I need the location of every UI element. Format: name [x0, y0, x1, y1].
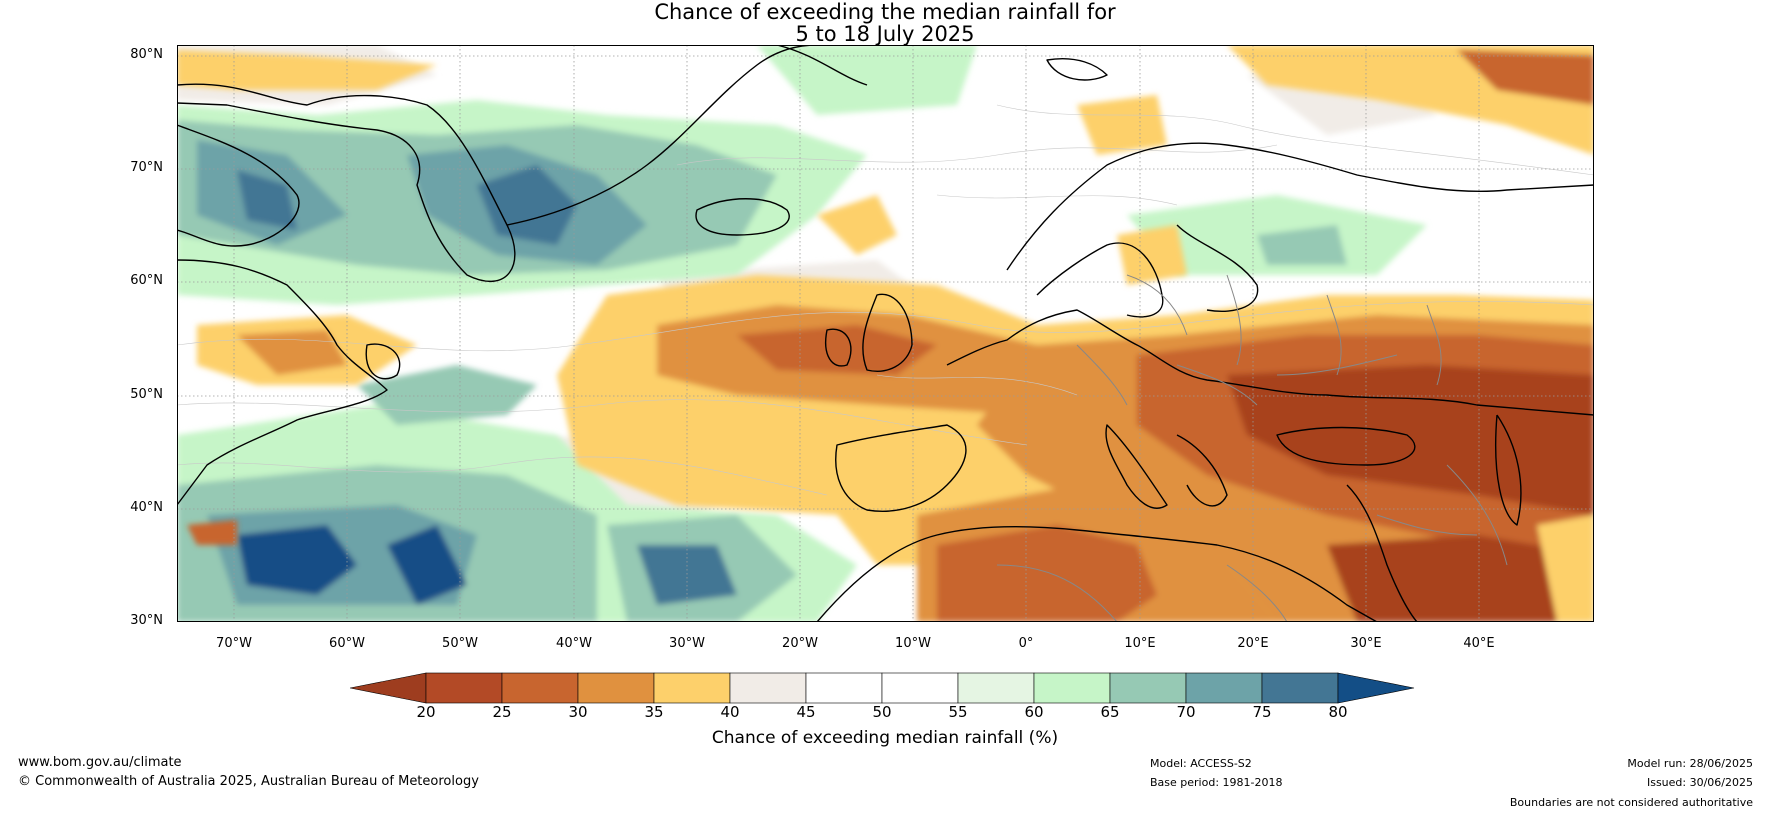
- lat-label-40n: 40°N: [130, 500, 163, 515]
- lon-label-30e: 30°E: [1350, 636, 1382, 651]
- colorbar: [350, 672, 1415, 704]
- baltic: [1176, 224, 1259, 312]
- colorbar-tick-label: 80: [1328, 703, 1348, 721]
- colorbar-tick-label: 70: [1176, 703, 1196, 721]
- lon-label-40e: 40°E: [1463, 636, 1495, 651]
- footer-disclaimer: Boundaries are not considered authoritat…: [1509, 796, 1753, 809]
- colorbar-segment: [1185, 672, 1263, 704]
- colorbar-segment: [957, 672, 1035, 704]
- lon-label-20w: 20°W: [782, 636, 818, 651]
- colorbar-segment: [1109, 672, 1187, 704]
- colorbar-segment: [805, 672, 883, 704]
- caspian: [1495, 414, 1522, 526]
- levant: [1346, 484, 1418, 622]
- colorbar-segment: [881, 672, 959, 704]
- colorbar-tick-label: 65: [1100, 703, 1120, 721]
- lon-label-10w: 10°W: [895, 636, 931, 651]
- balkans-greece: [1176, 434, 1228, 507]
- map-title-line1: Chance of exceeding the median rainfall …: [654, 0, 1116, 24]
- lon-label-10e: 10°E: [1124, 636, 1156, 651]
- newfoundland: [365, 343, 401, 380]
- colorbar-tick-label: 45: [796, 703, 816, 721]
- colorbar-tick-label: 75: [1252, 703, 1272, 721]
- north-africa: [816, 526, 1378, 622]
- country-borders: [996, 274, 1508, 622]
- footer-issued: Issued: 30/06/2025: [1646, 776, 1753, 789]
- labrador-coast: [177, 259, 388, 506]
- footer-url: www.bom.gov.au/climate: [18, 755, 182, 770]
- wet-regions: [177, 45, 1427, 622]
- colorbar-tick-label: 50: [872, 703, 892, 721]
- dry-regions: [177, 45, 1594, 622]
- colorbar-segment: [1261, 672, 1339, 704]
- colorbar-segment: [729, 672, 807, 704]
- colorbar-tick-label: 60: [1024, 703, 1044, 721]
- footer-model-run: Model run: 28/06/2025: [1627, 757, 1753, 770]
- black-sea: [1276, 426, 1416, 466]
- lon-label-60w: 60°W: [329, 636, 365, 651]
- colorbar-tick-label: 55: [948, 703, 968, 721]
- continental-west: [946, 309, 1594, 416]
- lat-label-80n: 80°N: [130, 47, 163, 62]
- lon-label-50w: 50°W: [442, 636, 478, 651]
- lon-label-30w: 30°W: [669, 636, 705, 651]
- colorbar-segment: [653, 672, 731, 704]
- greenland-ne: [776, 45, 868, 86]
- lon-label-70w: 70°W: [216, 636, 252, 651]
- contour-texture: [177, 104, 1594, 496]
- lat-label-30n: 30°N: [130, 613, 163, 628]
- colorbar-extend-high: [1337, 672, 1415, 704]
- colorbar-label: Chance of exceeding median rainfall (%): [711, 728, 1059, 748]
- coastlines: [177, 45, 1594, 622]
- footer-base-period: Base period: 1981-2018: [1150, 776, 1283, 789]
- colorbar-segment: [501, 672, 579, 704]
- great-britain: [862, 293, 913, 372]
- svalbard: [1046, 58, 1108, 81]
- rainfall-map: [177, 45, 1594, 622]
- iceland: [695, 198, 790, 236]
- lon-label-40w: 40°W: [556, 636, 592, 651]
- colorbar-segment: [577, 672, 655, 704]
- lon-label-20e: 20°E: [1237, 636, 1269, 651]
- greenland-coast: [177, 83, 516, 282]
- graticule: [177, 45, 1594, 622]
- colorbar-segment: [1033, 672, 1111, 704]
- lon-label-0: 0°: [1018, 636, 1034, 651]
- colorbar-tick-label: 30: [568, 703, 588, 721]
- colorbar-tick-label: 40: [720, 703, 740, 721]
- ireland: [825, 328, 852, 367]
- colorbar-tick-label: 35: [644, 703, 664, 721]
- footer-model: Model: ACCESS-S2: [1150, 757, 1252, 770]
- map-title-line2: 5 to 18 July 2025: [795, 22, 975, 46]
- canada-arctic-coast: [177, 124, 300, 247]
- scandinavia-inner: [1036, 242, 1164, 318]
- scandinavia-coast: [1006, 142, 1594, 271]
- lat-label-60n: 60°N: [130, 273, 163, 288]
- colorbar-segment: [425, 672, 503, 704]
- lat-label-50n: 50°N: [130, 387, 163, 402]
- colorbar-tick-label: 20: [416, 703, 436, 721]
- greenland-east: [506, 45, 818, 226]
- iberia: [835, 424, 967, 512]
- footer-copyright: © Commonwealth of Australia 2025, Austra…: [18, 774, 479, 789]
- colorbar-tick-label: 25: [492, 703, 512, 721]
- map-frame: [177, 45, 1594, 622]
- colorbar-extend-low: [350, 672, 427, 704]
- italy: [1105, 424, 1168, 509]
- lat-label-70n: 70°N: [130, 160, 163, 175]
